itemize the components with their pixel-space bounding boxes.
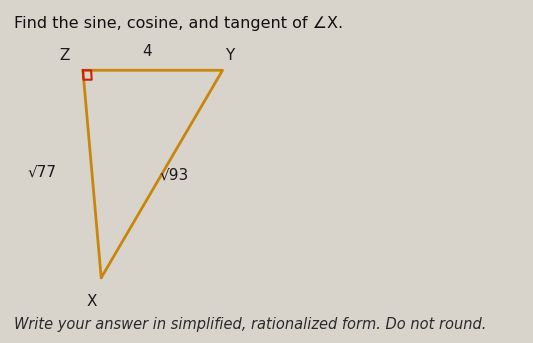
Text: X: X [87,294,98,309]
Text: √77: √77 [27,164,56,179]
Text: Find the sine, cosine, and tangent of ∠X.: Find the sine, cosine, and tangent of ∠X… [14,16,343,31]
Text: Y: Y [225,48,234,62]
Text: Write your answer in simplified, rationalized form. Do not round.: Write your answer in simplified, rationa… [14,317,487,332]
Text: Z: Z [59,48,70,62]
Text: 4: 4 [142,44,152,59]
Text: √93: √93 [160,167,189,182]
